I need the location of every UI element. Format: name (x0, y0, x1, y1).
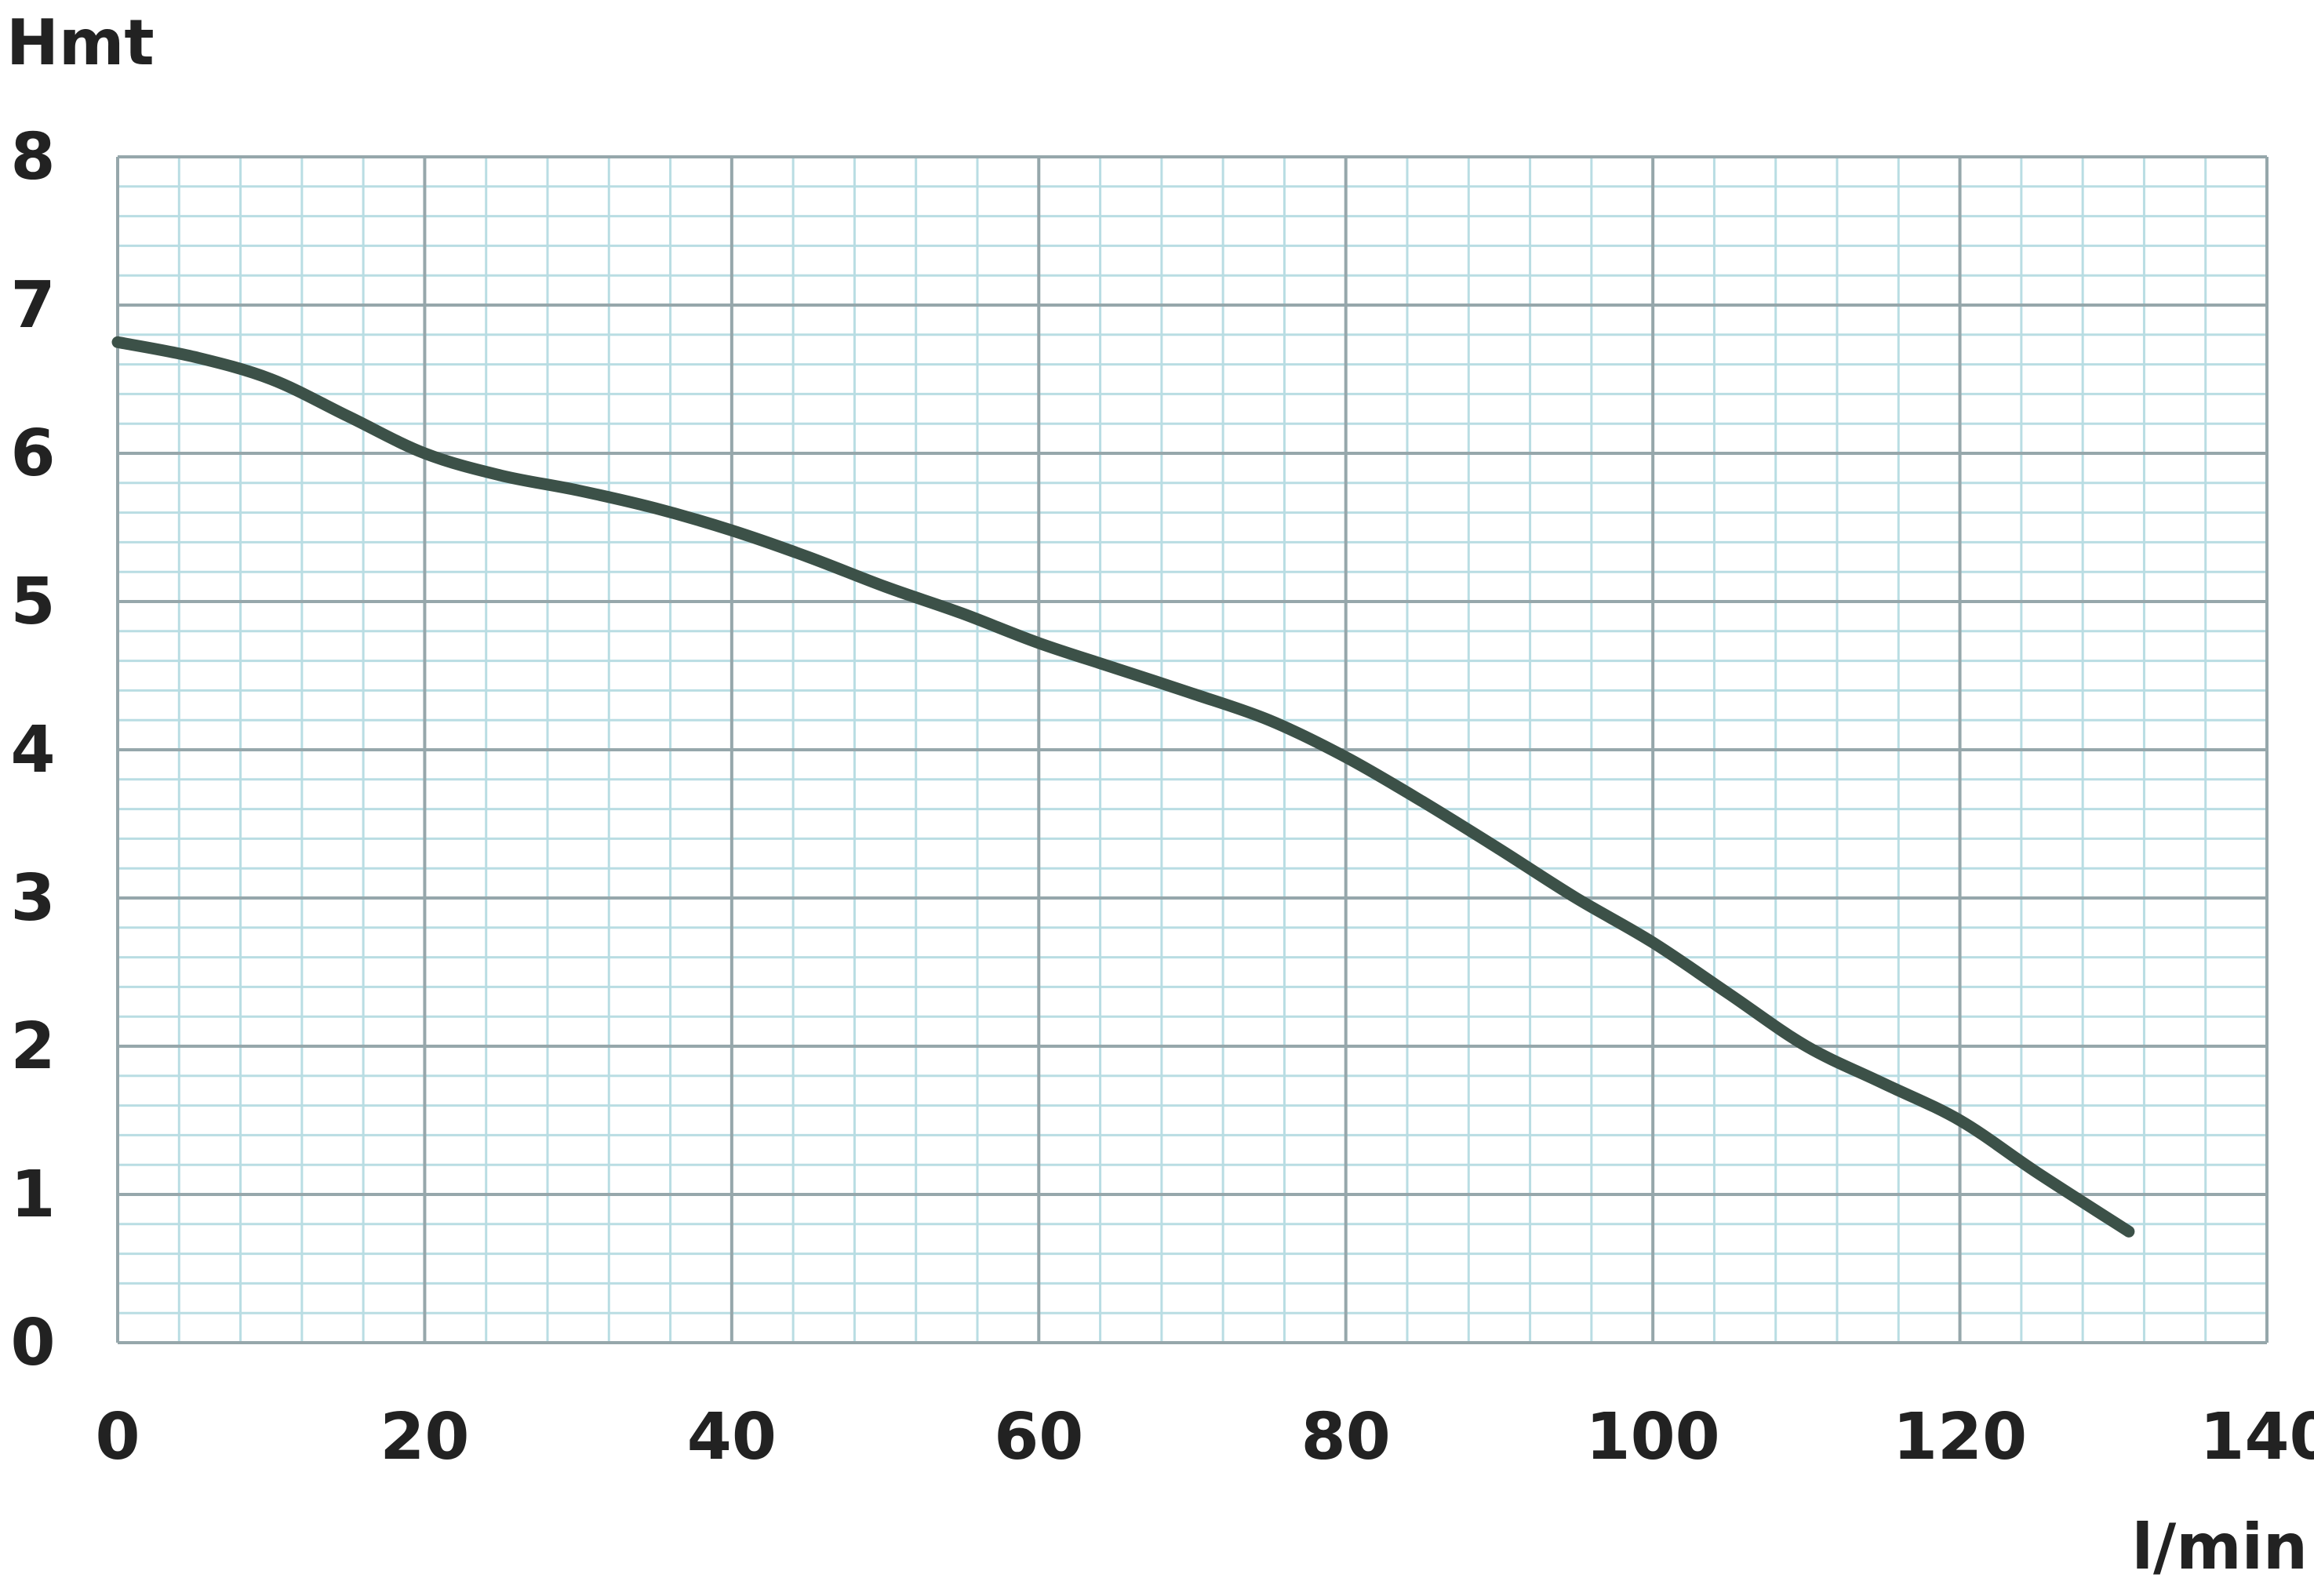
y-tick-label: 5 (10, 565, 55, 639)
x-tick-label: 40 (687, 1400, 777, 1474)
y-tick-label: 2 (10, 1009, 55, 1084)
x-tick-label: 80 (1301, 1400, 1391, 1474)
y-tick-label: 0 (10, 1306, 55, 1380)
y-tick-label: 6 (10, 416, 55, 491)
tick-labels: 0 20 40 60 80 100 120 140 0 1 2 3 4 5 6 7 8 (10, 120, 2314, 1474)
x-tick-label: 120 (1893, 1400, 2027, 1474)
x-tick-label: 0 (95, 1400, 140, 1474)
x-tick-label: 100 (1586, 1400, 1720, 1474)
grid (116, 155, 2269, 1344)
x-tick-label: 140 (2199, 1400, 2314, 1474)
y-tick-label: 8 (10, 120, 55, 195)
y-tick-label: 1 (10, 1158, 55, 1232)
series-layer (111, 336, 2135, 1238)
y-axis-label: Hmt (6, 6, 155, 79)
y-tick-label: 4 (10, 713, 55, 787)
pump-curve-line (111, 336, 2135, 1238)
y-tick-label: 3 (10, 861, 55, 936)
x-axis-label: l/min (2132, 1511, 2308, 1583)
y-tick-label: 7 (10, 268, 55, 343)
x-tick-label: 20 (380, 1400, 469, 1474)
x-tick-label: 60 (994, 1400, 1083, 1474)
